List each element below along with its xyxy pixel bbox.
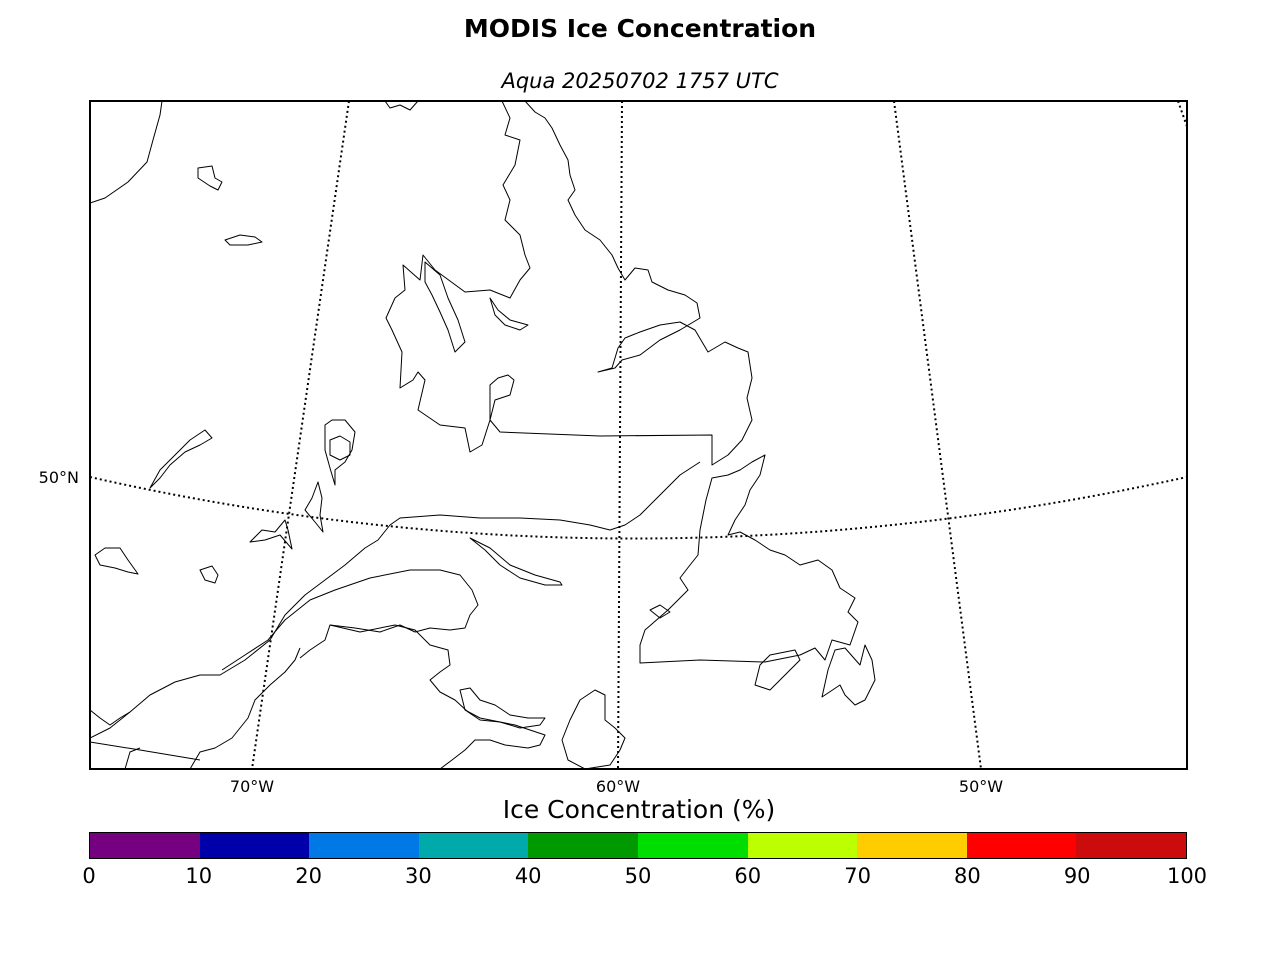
parallel-50n	[90, 476, 1187, 540]
smallwood-reservoir	[424, 261, 466, 353]
colorbar-tick-label: 10	[185, 864, 213, 888]
colorbar-segment	[528, 833, 638, 858]
st-lawrence-north-shore	[90, 461, 701, 739]
meridian-50w	[893, 101, 982, 769]
map-frame	[89, 100, 1188, 770]
nfld-avalon	[821, 644, 876, 706]
nfld-south-fragment	[649, 604, 671, 619]
labrador-coast	[385, 101, 753, 466]
lake-6	[249, 519, 293, 550]
lake-5	[94, 547, 139, 575]
new-brunswick-coast	[329, 624, 546, 769]
plot-title: MODIS Ice Concentration	[463, 14, 817, 43]
colorbar-tick-label: 70	[844, 864, 871, 888]
coastlines	[90, 101, 876, 769]
colorbar-segment	[857, 833, 967, 858]
colorbar-tick-label: 30	[405, 864, 432, 888]
pei	[459, 687, 546, 729]
meridian-60w	[617, 101, 623, 769]
lat-label-50n: 50°N	[39, 468, 79, 487]
meridian-70w	[251, 101, 350, 769]
lon-label-60w: 60°W	[596, 777, 640, 796]
plot-subtitle: Aqua 20250702 1757 UTC	[501, 69, 779, 93]
maritimes-coast	[189, 647, 301, 769]
colorbar-segment	[418, 833, 529, 858]
colorbar-segment	[199, 833, 310, 858]
colorbar-segment	[747, 833, 858, 858]
baffin-coast	[90, 101, 163, 204]
colorbar-segment	[309, 833, 419, 858]
manicouagan	[324, 419, 356, 486]
coast-sw	[90, 709, 131, 726]
nfld-west-islands	[754, 649, 801, 691]
gaspe-peninsula	[221, 569, 479, 671]
manicouagan-inner	[329, 435, 351, 461]
colorbar-tick-label: 60	[734, 864, 762, 888]
lake-7	[304, 481, 324, 533]
anticosti-island	[469, 537, 563, 586]
colorbar-tick-label: 90	[1063, 864, 1091, 888]
meridian-40w	[1177, 101, 1187, 130]
colorbar-tick-label: 0	[82, 864, 96, 888]
colorbar-segment	[966, 833, 1077, 858]
lake-melville	[489, 297, 529, 331]
lake-4	[199, 565, 219, 584]
colorbar-segment	[637, 833, 748, 858]
lon-label-50w: 50°W	[959, 777, 1003, 796]
graticule	[90, 101, 1187, 769]
colorbar-tick-label: 100	[1166, 864, 1208, 888]
lake-1	[197, 165, 223, 191]
colorbar	[89, 832, 1187, 859]
colorbar-segment	[90, 833, 200, 858]
colorbar-tick-label: 50	[624, 864, 652, 888]
nova-scotia	[561, 689, 626, 769]
coast-sw-3	[124, 747, 141, 769]
colorbar-tick-label: 20	[295, 864, 322, 888]
lon-label-70w: 70°W	[230, 777, 274, 796]
colorbar-tick-label: 80	[954, 864, 981, 888]
north-islands	[384, 101, 419, 111]
colorbar-segment	[1076, 833, 1186, 858]
colorbar-tick-label: 40	[514, 864, 542, 888]
nfld-northern-peninsula	[639, 454, 859, 664]
coast-sw-2	[90, 741, 201, 761]
lake-2	[224, 234, 263, 246]
lake-3	[149, 429, 213, 489]
colorbar-title: Ice Concentration (%)	[502, 795, 776, 824]
